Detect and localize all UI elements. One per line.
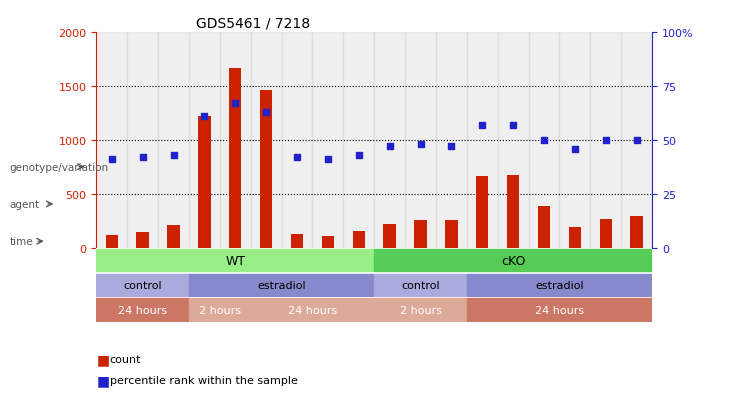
Bar	[127, 33, 158, 248]
Point	[445, 144, 457, 150]
Bar	[343, 33, 374, 248]
Bar	[353, 231, 365, 248]
Point	[167, 152, 179, 159]
Point	[199, 114, 210, 120]
Bar	[96, 299, 189, 321]
Point	[631, 138, 642, 144]
Bar	[405, 33, 436, 248]
Point	[106, 157, 118, 164]
Bar	[250, 299, 374, 321]
Bar	[559, 33, 591, 248]
Bar	[229, 69, 242, 248]
Bar	[384, 225, 396, 248]
Bar	[250, 33, 282, 248]
Text: estradiol: estradiol	[257, 280, 306, 290]
Bar	[476, 176, 488, 248]
Bar	[445, 221, 458, 248]
Bar	[538, 206, 551, 248]
Bar	[96, 33, 127, 248]
Point	[569, 146, 581, 152]
Point	[136, 154, 148, 161]
Text: 24 hours: 24 hours	[118, 305, 167, 315]
Bar	[631, 216, 642, 248]
Text: genotype/variation: genotype/variation	[10, 162, 109, 172]
Text: ■: ■	[96, 352, 110, 366]
Text: agent: agent	[10, 199, 40, 209]
Bar	[282, 33, 313, 248]
Bar	[467, 274, 652, 296]
Bar	[569, 227, 581, 248]
Point	[600, 138, 612, 144]
Bar	[599, 219, 612, 248]
Text: percentile rank within the sample: percentile rank within the sample	[110, 375, 298, 385]
Bar	[507, 175, 519, 248]
Bar	[374, 274, 467, 296]
Bar	[260, 91, 273, 248]
Point	[538, 138, 550, 144]
Text: 24 hours: 24 hours	[535, 305, 584, 315]
Point	[384, 144, 396, 150]
Bar	[374, 249, 652, 272]
Bar	[96, 249, 374, 272]
Point	[260, 109, 272, 116]
Bar	[189, 299, 250, 321]
Text: control: control	[401, 280, 440, 290]
Point	[322, 157, 333, 164]
Text: WT: WT	[225, 254, 245, 267]
Point	[476, 122, 488, 129]
Bar	[198, 117, 210, 248]
Text: time: time	[10, 237, 33, 247]
Text: count: count	[110, 354, 142, 364]
Point	[291, 154, 303, 161]
Bar	[96, 274, 189, 296]
Text: 24 hours: 24 hours	[288, 305, 337, 315]
Bar	[591, 33, 621, 248]
Point	[353, 152, 365, 159]
Bar	[189, 274, 374, 296]
Text: estradiol: estradiol	[535, 280, 584, 290]
Bar	[374, 299, 467, 321]
Bar	[290, 234, 303, 248]
Bar	[189, 33, 220, 248]
Bar	[621, 33, 652, 248]
Bar	[436, 33, 467, 248]
Bar	[313, 33, 343, 248]
Bar	[414, 221, 427, 248]
Text: cKO: cKO	[501, 254, 525, 267]
Text: ■: ■	[96, 373, 110, 387]
Bar	[158, 33, 189, 248]
Bar	[467, 299, 652, 321]
Bar	[167, 226, 179, 248]
Bar	[220, 33, 250, 248]
Point	[229, 101, 241, 107]
Bar	[105, 235, 118, 248]
Point	[507, 122, 519, 129]
Point	[415, 142, 427, 148]
Text: 2 hours: 2 hours	[199, 305, 241, 315]
Bar	[467, 33, 498, 248]
Text: GDS5461 / 7218: GDS5461 / 7218	[196, 17, 310, 31]
Bar	[136, 232, 149, 248]
Bar	[322, 237, 334, 248]
Text: 2 hours: 2 hours	[399, 305, 442, 315]
Bar	[374, 33, 405, 248]
Bar	[498, 33, 528, 248]
Text: control: control	[123, 280, 162, 290]
Bar	[528, 33, 559, 248]
